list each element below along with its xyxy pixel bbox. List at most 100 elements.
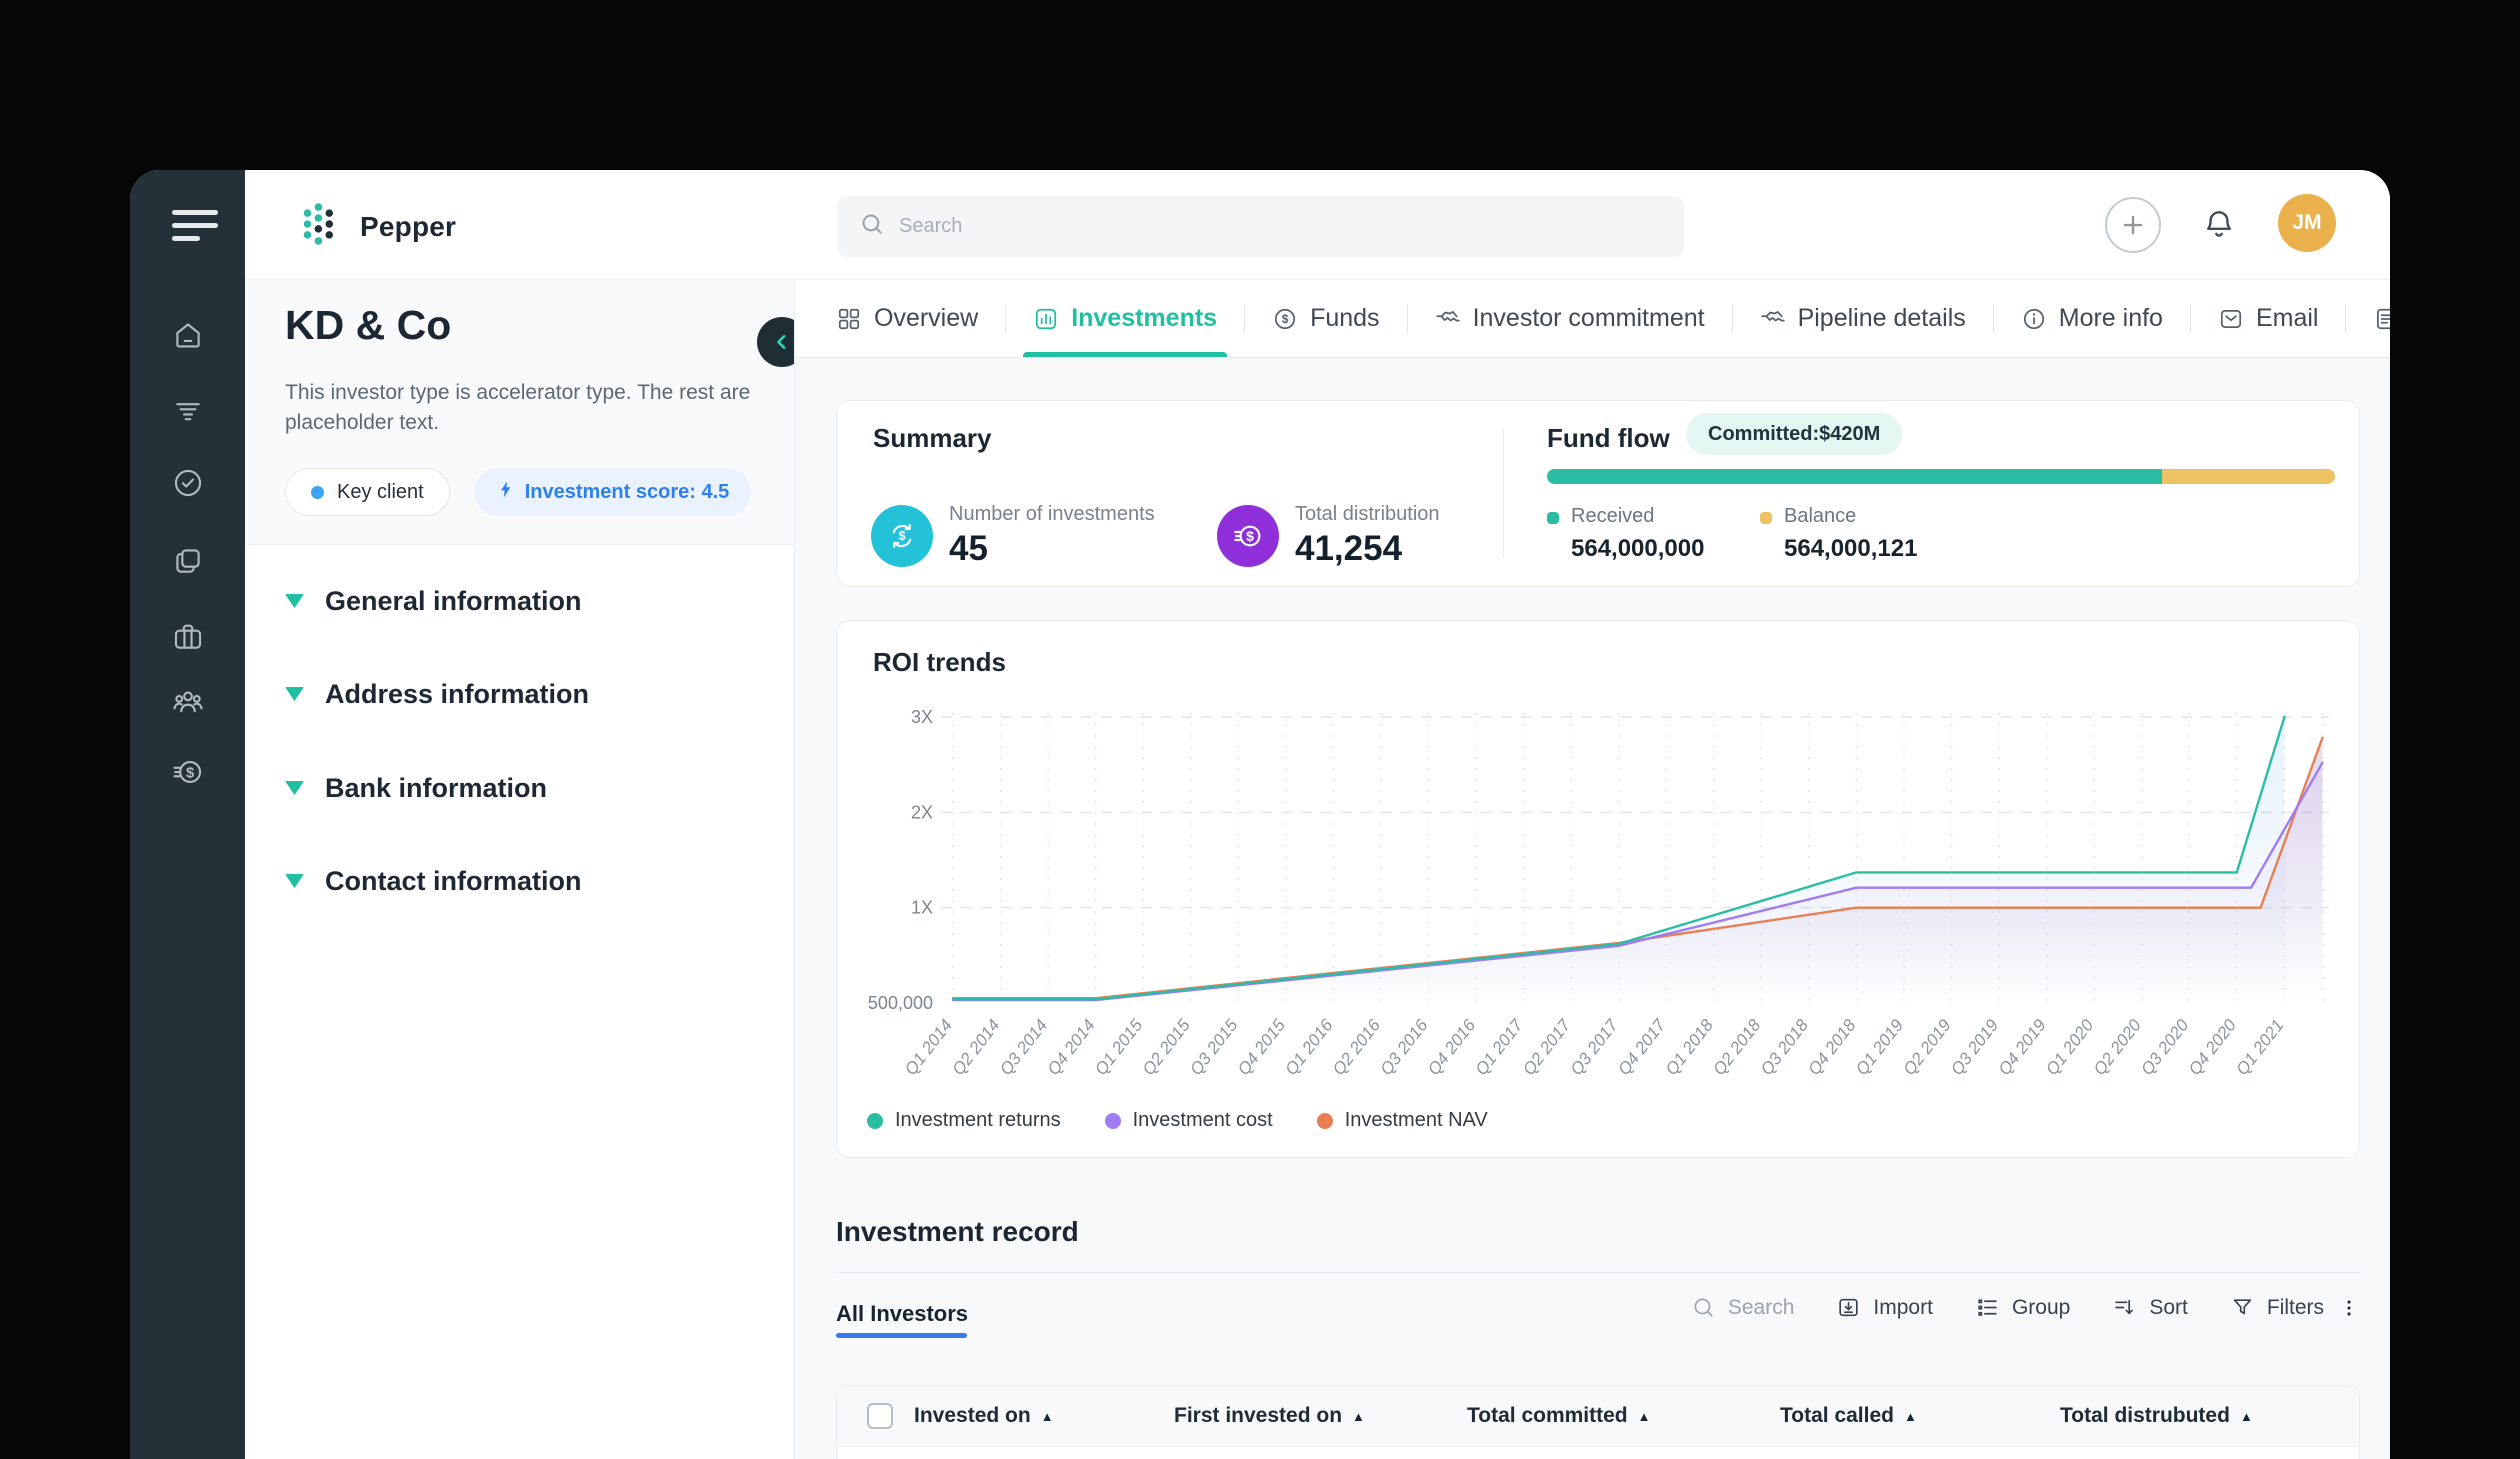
- tab-label: Funds: [1310, 304, 1379, 333]
- column-header-total-called[interactable]: Total called▲: [1780, 1404, 2060, 1428]
- handshake-icon: [1760, 306, 1786, 332]
- kebab-menu-icon[interactable]: [2338, 1297, 2360, 1319]
- add-button[interactable]: [2105, 197, 2161, 253]
- rail-item-portfolio[interactable]: [171, 622, 205, 656]
- metric-label: Total distribution: [1295, 503, 1440, 526]
- tab-overview[interactable]: Overview: [836, 280, 978, 357]
- tab-divider: [1244, 304, 1245, 333]
- section-contact-information[interactable]: Contact information: [285, 860, 582, 902]
- key-client-dot-icon: [311, 486, 324, 499]
- table-header-row: Invested on▲First invested on▲Total comm…: [836, 1385, 2360, 1447]
- column-header-total-committed[interactable]: Total committed▲: [1467, 1404, 1780, 1428]
- tab-investor-commitment[interactable]: Investor commitment: [1435, 280, 1705, 357]
- menu-icon[interactable]: [172, 210, 218, 244]
- import-icon: [1836, 1295, 1861, 1320]
- column-header-invested-on[interactable]: Invested on▲: [914, 1404, 1174, 1428]
- legend-label: Investment NAV: [1345, 1109, 1488, 1132]
- record-toolbar: Search Import Group Sort Filters: [1691, 1295, 2360, 1320]
- tab-pipeline-details[interactable]: Pipeline details: [1760, 280, 1966, 357]
- section-address-information[interactable]: Address information: [285, 673, 589, 715]
- rail-item-tasks[interactable]: [171, 468, 205, 502]
- topbar: Pepper Search JM: [245, 170, 2390, 280]
- legend-dot-icon: [867, 1113, 883, 1129]
- tab-label: Pipeline details: [1798, 304, 1966, 333]
- select-all-checkbox[interactable]: [867, 1403, 893, 1429]
- rail-item-home[interactable]: [171, 320, 205, 354]
- toolbar-import-button[interactable]: Import: [1836, 1295, 1933, 1320]
- active-tab-underline: [836, 1333, 967, 1338]
- svg-text:Q1 2019: Q1 2019: [1852, 1015, 1907, 1079]
- toolbar-label: Filters: [2267, 1296, 2324, 1320]
- svg-text:Q2 2019: Q2 2019: [1900, 1015, 1955, 1079]
- svg-text:Q1 2014: Q1 2014: [901, 1016, 956, 1079]
- svg-text:Q3 2017: Q3 2017: [1567, 1015, 1622, 1079]
- toolbar-filters-button[interactable]: Filters: [2230, 1295, 2324, 1320]
- legend-item-investment-nav: Investment NAV: [1317, 1109, 1488, 1132]
- section-general-information[interactable]: General information: [285, 580, 582, 622]
- sort-caret-icon: ▲: [2240, 1409, 2253, 1424]
- toolbar-label: Import: [1873, 1296, 1933, 1320]
- svg-text:Q3 2018: Q3 2018: [1757, 1015, 1812, 1079]
- column-label: Invested on: [914, 1404, 1031, 1428]
- tab-email[interactable]: Email: [2218, 280, 2319, 357]
- received-progress-segment: [1547, 469, 2162, 484]
- tab-label: Investments: [1071, 304, 1217, 333]
- column-header-total-distrubuted[interactable]: Total distrubuted ▲: [2060, 1404, 2360, 1428]
- search-placeholder: Search: [899, 215, 962, 238]
- rail-item-documents[interactable]: [171, 546, 205, 580]
- notifications-bell-icon[interactable]: [2201, 206, 2237, 242]
- toolbar-label: Sort: [2149, 1296, 2188, 1320]
- toolbar-search-button[interactable]: Search: [1691, 1295, 1795, 1320]
- svg-text:2X: 2X: [911, 802, 933, 822]
- svg-text:Q2 2015: Q2 2015: [1139, 1015, 1194, 1079]
- table-row: [836, 1447, 2360, 1459]
- tab-divider: [2190, 304, 2191, 333]
- svg-text:Q3 2020: Q3 2020: [2137, 1015, 2192, 1079]
- global-search-input[interactable]: Search: [837, 196, 1684, 257]
- svg-text:Q4 2016: Q4 2016: [1424, 1015, 1479, 1079]
- sort-caret-icon: ▲: [1352, 1409, 1365, 1424]
- section-bank-information[interactable]: Bank information: [285, 767, 547, 809]
- rail-item-payments[interactable]: $: [171, 757, 205, 791]
- tab-investments[interactable]: Investments: [1033, 280, 1217, 357]
- investor-name: KD & Co: [285, 302, 451, 349]
- briefcase-icon: [171, 620, 205, 659]
- check-circle-icon: [171, 466, 205, 505]
- column-header-first-invested-on[interactable]: First invested on ▲: [1174, 1404, 1467, 1428]
- balance-value: 564,000,121: [1784, 535, 1917, 563]
- summary-fundflow-card: Summary $Number of investments45$Total d…: [836, 400, 2360, 587]
- toolbar-sort-button[interactable]: Sort: [2112, 1295, 2188, 1320]
- tab-all-investors[interactable]: All Investors: [836, 1301, 968, 1327]
- chevron-down-icon: [285, 874, 304, 888]
- tab-label: Investor commitment: [1473, 304, 1705, 333]
- balance-progress-segment: [2162, 469, 2335, 484]
- envelope-icon: [2218, 306, 2244, 332]
- tab-sheets[interactable]: Sheets: [2373, 280, 2390, 357]
- investment-record-header: All Investors Search Import Group Sort Filte…: [836, 1272, 2360, 1385]
- tab-more-info[interactable]: More info: [2021, 280, 2163, 357]
- app-title: Pepper: [360, 211, 456, 243]
- layers-icon: [171, 394, 205, 433]
- svg-text:Q4 2014: Q4 2014: [1044, 1016, 1099, 1079]
- column-label: First invested on: [1174, 1404, 1342, 1428]
- key-client-label: Key client: [337, 481, 424, 504]
- avatar[interactable]: JM: [2278, 194, 2336, 252]
- column-label: Total distrubuted: [2060, 1404, 2230, 1428]
- summary-title: Summary: [873, 423, 992, 454]
- chevron-down-icon: [285, 594, 304, 608]
- rail-item-pipeline[interactable]: [171, 396, 205, 430]
- tab-funds[interactable]: $Funds: [1272, 280, 1379, 357]
- svg-text:Q2 2017: Q2 2017: [1519, 1015, 1574, 1079]
- investor-panel: KD & Co This investor type is accelerato…: [245, 280, 795, 1459]
- tab-label: Overview: [874, 304, 978, 333]
- toolbar-group-button[interactable]: Group: [1975, 1295, 2070, 1320]
- investor-description: This investor type is accelerator type. …: [285, 378, 760, 438]
- search-icon: [1691, 1295, 1716, 1320]
- svg-text:3X: 3X: [911, 707, 933, 727]
- svg-text:Q3 2015: Q3 2015: [1186, 1015, 1241, 1079]
- rail-item-investors[interactable]: [171, 687, 205, 721]
- investment-score-badge: Investment score: 4.5: [474, 468, 752, 516]
- legend-label: Investment cost: [1133, 1109, 1273, 1132]
- svg-text:Q4 2018: Q4 2018: [1804, 1015, 1859, 1079]
- legend-item-investment-cost: Investment cost: [1105, 1109, 1273, 1132]
